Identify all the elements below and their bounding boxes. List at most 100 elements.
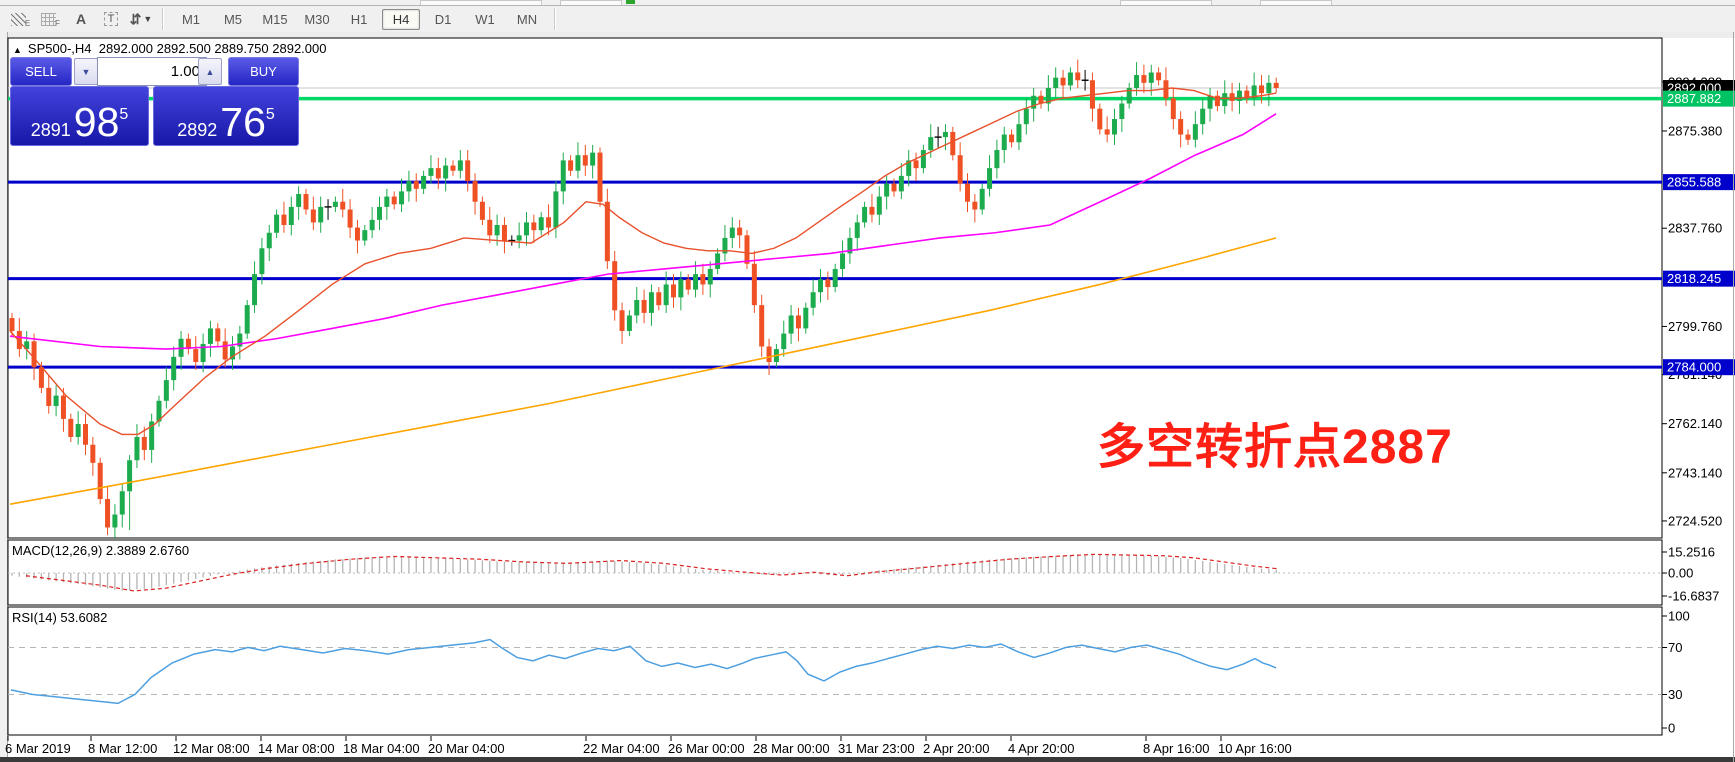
bottom-edge-strip bbox=[0, 757, 1735, 762]
candle-body bbox=[862, 206, 868, 223]
candle-body bbox=[215, 328, 221, 342]
candle-body bbox=[516, 235, 522, 241]
sell-button[interactable]: SELL bbox=[10, 57, 72, 86]
candle-body bbox=[795, 315, 801, 329]
timeframe-button-mn[interactable]: MN bbox=[516, 11, 538, 27]
timeframe-button-d1[interactable]: D1 bbox=[434, 11, 452, 27]
candle-body bbox=[1200, 108, 1206, 125]
candle-body bbox=[288, 206, 294, 226]
candle-body bbox=[1112, 119, 1117, 135]
candle-body bbox=[884, 183, 890, 197]
timeframe-button-m5[interactable]: M5 bbox=[223, 11, 243, 27]
collapse-icon[interactable]: ▲ bbox=[13, 45, 22, 55]
candle-body bbox=[494, 225, 500, 236]
indicators-icon[interactable]: E bbox=[6, 8, 36, 30]
ma-fast-red bbox=[9, 87, 1277, 436]
rsi-line bbox=[10, 638, 1277, 705]
price-badge bbox=[1663, 359, 1735, 376]
chart-title: ▲ SP500-,H4 2892.000 2892.500 2889.750 28… bbox=[13, 41, 326, 56]
candle-body bbox=[524, 222, 529, 236]
candle-body bbox=[979, 188, 985, 210]
candle-body bbox=[274, 214, 280, 233]
timeframe-button-h1[interactable]: H1 bbox=[350, 11, 368, 27]
rsi-indicator-label: RSI(14) 53.6082 bbox=[12, 610, 108, 625]
candle-body bbox=[619, 310, 625, 331]
candle-body bbox=[685, 279, 691, 290]
candle-body bbox=[869, 206, 875, 215]
candle-body bbox=[722, 237, 728, 254]
candle-body bbox=[928, 137, 934, 151]
candle-body bbox=[399, 191, 405, 205]
candle-body bbox=[413, 181, 419, 189]
candle-body bbox=[457, 160, 463, 171]
candle-body bbox=[53, 395, 59, 406]
candle-body bbox=[1236, 90, 1242, 101]
top-toolbar-sliver bbox=[0, 0, 1735, 6]
candle-body bbox=[957, 155, 963, 184]
buy-button[interactable]: BUY bbox=[228, 57, 299, 86]
volume-input[interactable] bbox=[97, 57, 207, 86]
candle-body bbox=[391, 196, 397, 205]
timeframe-button-m1[interactable]: M1 bbox=[181, 11, 201, 27]
time-axis-label: 10 Apr 16:00 bbox=[1218, 741, 1292, 756]
rsi-tick-label: 30 bbox=[1668, 687, 1682, 702]
candle-body bbox=[46, 387, 52, 406]
grid-template-icon[interactable]: F bbox=[36, 8, 66, 30]
rsi-tick-label: 0 bbox=[1668, 721, 1675, 736]
candle-body bbox=[1229, 93, 1235, 101]
toolbar-separator bbox=[554, 8, 556, 30]
candle-body bbox=[318, 206, 324, 223]
window-gap bbox=[0, 32, 1735, 38]
candle-body bbox=[876, 196, 882, 215]
candle-body bbox=[112, 514, 118, 528]
candle-body bbox=[332, 201, 338, 207]
candle-body bbox=[715, 253, 721, 269]
macd-signal-line bbox=[25, 553, 1277, 592]
candle-body bbox=[9, 318, 15, 331]
chart-annotation-text: 多空转折点2887 bbox=[1097, 421, 1453, 474]
candle-body bbox=[369, 219, 375, 231]
candle-body bbox=[141, 436, 147, 450]
timeframe-button-m15[interactable]: M15 bbox=[262, 11, 288, 27]
candle-body bbox=[1075, 72, 1081, 81]
arrow-style-icon[interactable]: ⇵ ▼ bbox=[129, 10, 153, 27]
text-label-icon[interactable]: A bbox=[75, 11, 87, 27]
candle-body bbox=[16, 330, 22, 350]
candle-body bbox=[707, 268, 713, 285]
price-badge bbox=[1663, 270, 1735, 287]
time-axis-label: 2 Apr 20:00 bbox=[923, 741, 990, 756]
candle-body bbox=[781, 333, 787, 350]
candle-body bbox=[1031, 95, 1037, 109]
textbox-icon[interactable]: T bbox=[96, 8, 126, 30]
candle-body bbox=[987, 168, 993, 189]
chart-symbol-period: SP500-,H4 bbox=[27, 41, 92, 56]
candle-body bbox=[538, 217, 544, 231]
candle-body bbox=[560, 160, 566, 192]
candle-body bbox=[185, 338, 191, 350]
candle-body bbox=[90, 444, 96, 463]
volume-decrease-button[interactable]: ▼ bbox=[74, 58, 98, 85]
candle-body bbox=[803, 307, 809, 329]
toolbar-chip bbox=[560, 0, 622, 5]
candle-body bbox=[244, 305, 250, 334]
sell-price-panel[interactable]: 2891 98 5 bbox=[10, 86, 149, 146]
macd-tick-label: 15.2516 bbox=[1668, 545, 1715, 560]
timeframe-button-m30[interactable]: M30 bbox=[304, 11, 330, 27]
time-axis-label: 6 Mar 2019 bbox=[5, 741, 71, 756]
timeframe-button-w1[interactable]: W1 bbox=[475, 11, 495, 27]
volume-increase-button[interactable]: ▲ bbox=[198, 58, 222, 85]
candle-body bbox=[171, 356, 177, 381]
candle-body bbox=[546, 217, 552, 228]
candle-body bbox=[840, 253, 846, 269]
candle-body bbox=[303, 193, 309, 210]
timeframe-button-h4[interactable]: H4 bbox=[382, 8, 420, 30]
candle-body bbox=[531, 222, 537, 231]
time-axis-label: 28 Mar 00:00 bbox=[753, 741, 830, 756]
price-tick-label: 2799.760 bbox=[1668, 319, 1722, 334]
time-axis-label: 20 Mar 04:00 bbox=[428, 741, 505, 756]
candle-body bbox=[1178, 119, 1184, 135]
buy-price-panel[interactable]: 2892 76 5 bbox=[153, 86, 299, 146]
toolbar-separator bbox=[162, 8, 164, 30]
candle-body bbox=[24, 341, 30, 350]
candle-body bbox=[1134, 75, 1140, 88]
